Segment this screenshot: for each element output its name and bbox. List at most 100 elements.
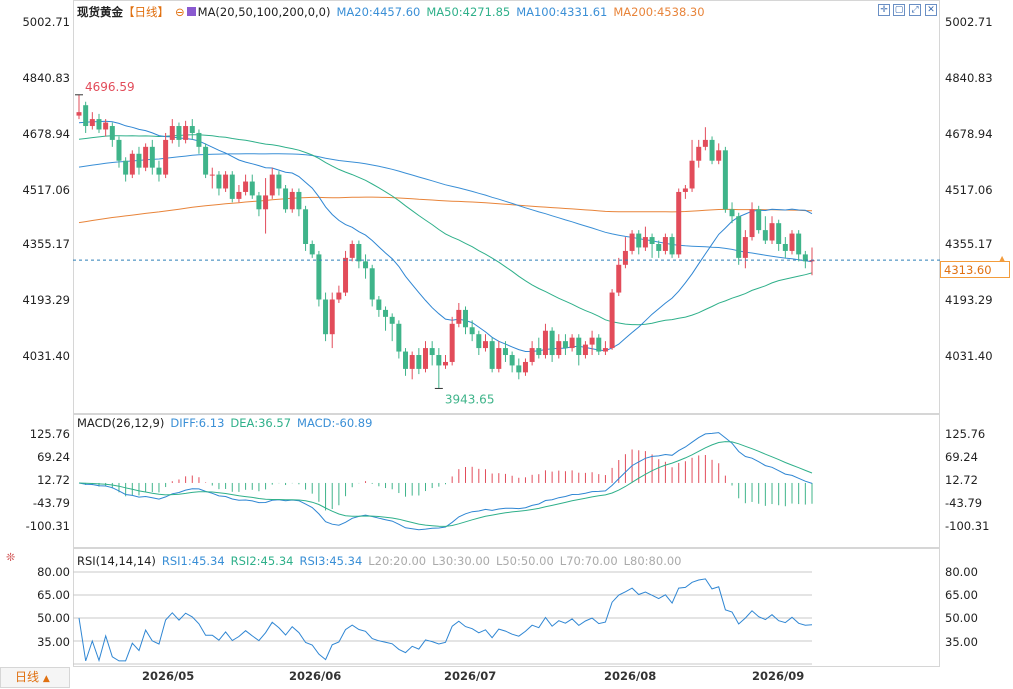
rsi-level-70: L70:70.00 — [559, 554, 618, 568]
candle-body — [136, 153, 142, 168]
macd-diff: DIFF:6.13 — [170, 416, 225, 430]
candle-body — [636, 233, 642, 248]
rsi-line — [78, 578, 813, 663]
candle-body — [696, 146, 702, 161]
candle-body — [742, 237, 748, 258]
candle-body — [329, 299, 335, 335]
ma50-line — [78, 134, 813, 326]
period-selector-label: 日线 — [15, 670, 40, 684]
candle-body — [676, 191, 682, 255]
date-tick: 2026/09 — [752, 669, 805, 683]
last-price-arrow-icon: ▲ — [999, 254, 1006, 263]
rsi3-value: RSI3:45.34 — [299, 554, 363, 568]
candle-body — [569, 337, 575, 349]
candle-body — [609, 292, 615, 349]
candle-body — [176, 126, 182, 140]
candle-body — [369, 268, 375, 300]
ma100-value: MA100:4331.61 — [516, 5, 608, 19]
candle-body — [496, 348, 502, 369]
candle-body — [622, 250, 628, 265]
candle-body — [96, 119, 102, 130]
candle-body — [642, 237, 648, 248]
candle-body — [789, 233, 795, 251]
candle-body — [216, 174, 222, 189]
rsi-level-20: L20:20.00 — [368, 554, 427, 568]
ma-config-icon[interactable] — [186, 7, 196, 16]
candle-body — [256, 195, 262, 210]
candle-body — [296, 191, 302, 210]
rsi-tick: 35.00 — [945, 635, 978, 649]
candle-body — [336, 292, 342, 300]
candle-body — [83, 105, 89, 127]
candle-body — [749, 209, 755, 238]
candle-body — [489, 341, 495, 369]
candle-body — [169, 126, 175, 140]
candle-body — [736, 216, 742, 258]
candle-body — [522, 361, 528, 373]
macd-tick: 125.76 — [29, 427, 70, 441]
candle-body — [349, 243, 355, 258]
price-tick: 4031.40 — [22, 349, 70, 363]
candle-body — [263, 195, 269, 210]
candle-body — [343, 257, 349, 293]
rsi-tick: 35.00 — [37, 635, 70, 649]
rsi-level-50: L50:50.00 — [495, 554, 554, 568]
date-tick: 2026/07 — [444, 669, 497, 683]
candle-body — [502, 348, 508, 356]
symbol-title: 现货黄金 — [77, 5, 123, 19]
price-tick: 4678.94 — [22, 127, 70, 141]
close-icon[interactable]: ✕ — [925, 4, 937, 16]
candle-body — [689, 160, 695, 189]
candle-body — [682, 188, 688, 192]
rsi-tick: 80.00 — [37, 565, 70, 579]
candle-body — [582, 344, 588, 356]
candle-body — [209, 174, 215, 176]
low-label: 3943.65 — [445, 392, 495, 406]
price-tick: 4031.40 — [945, 349, 993, 363]
period-selector-button[interactable]: 日线 ▲ — [0, 667, 70, 688]
candle-body — [629, 233, 635, 251]
candle-body — [383, 309, 389, 317]
candle-body — [316, 254, 322, 300]
candle-body — [243, 181, 249, 192]
candle-body — [183, 126, 189, 140]
price-tick: 4193.29 — [22, 293, 70, 307]
macd-title: MACD(26,12,9) — [77, 416, 165, 430]
date-tick: 2026/08 — [604, 669, 657, 683]
candle-body — [269, 174, 275, 196]
crosshair-icon[interactable]: ✛ — [878, 4, 890, 16]
candle-body — [469, 327, 475, 335]
price-tick: 4355.17 — [945, 237, 993, 251]
candle-body — [423, 348, 429, 369]
candle-body — [189, 126, 195, 133]
candle-body — [776, 223, 782, 244]
candle-body — [356, 243, 362, 262]
ma-settings-icon[interactable]: ⊖ — [175, 5, 185, 19]
date-tick: 2026/05 — [142, 669, 195, 683]
caret-up-icon: ▲ — [42, 674, 50, 684]
candle-body — [203, 146, 209, 175]
candle-body — [549, 330, 555, 356]
candle-body — [416, 355, 422, 369]
candle-body — [456, 309, 462, 324]
candle-body — [363, 261, 369, 269]
candle-body — [196, 132, 202, 147]
candle-body — [409, 355, 415, 369]
candle-body — [103, 122, 109, 130]
period-label[interactable]: 【日线】 — [123, 5, 169, 19]
candle-body — [129, 153, 135, 175]
candle-body — [536, 348, 542, 356]
macd-value: MACD:-60.89 — [297, 416, 373, 430]
macd-tick: -100.31 — [25, 519, 70, 533]
rsi-tick: 65.00 — [37, 588, 70, 602]
rsi-settings-icon[interactable]: ❊ — [6, 551, 16, 564]
candle-body — [249, 181, 255, 196]
rsi-tick: 50.00 — [37, 611, 70, 625]
fullscreen-icon[interactable]: ⤢ — [909, 4, 921, 16]
macd-tick: -100.31 — [945, 519, 990, 533]
macd-header: MACD(26,12,9) DIFF:6.13 DEA:36.57 MACD:-60.… — [77, 415, 378, 431]
macd-tick: 12.72 — [945, 473, 978, 487]
last-price-tag: 4313.60 — [940, 261, 1010, 278]
window-icon[interactable]: ▢ — [893, 4, 905, 16]
